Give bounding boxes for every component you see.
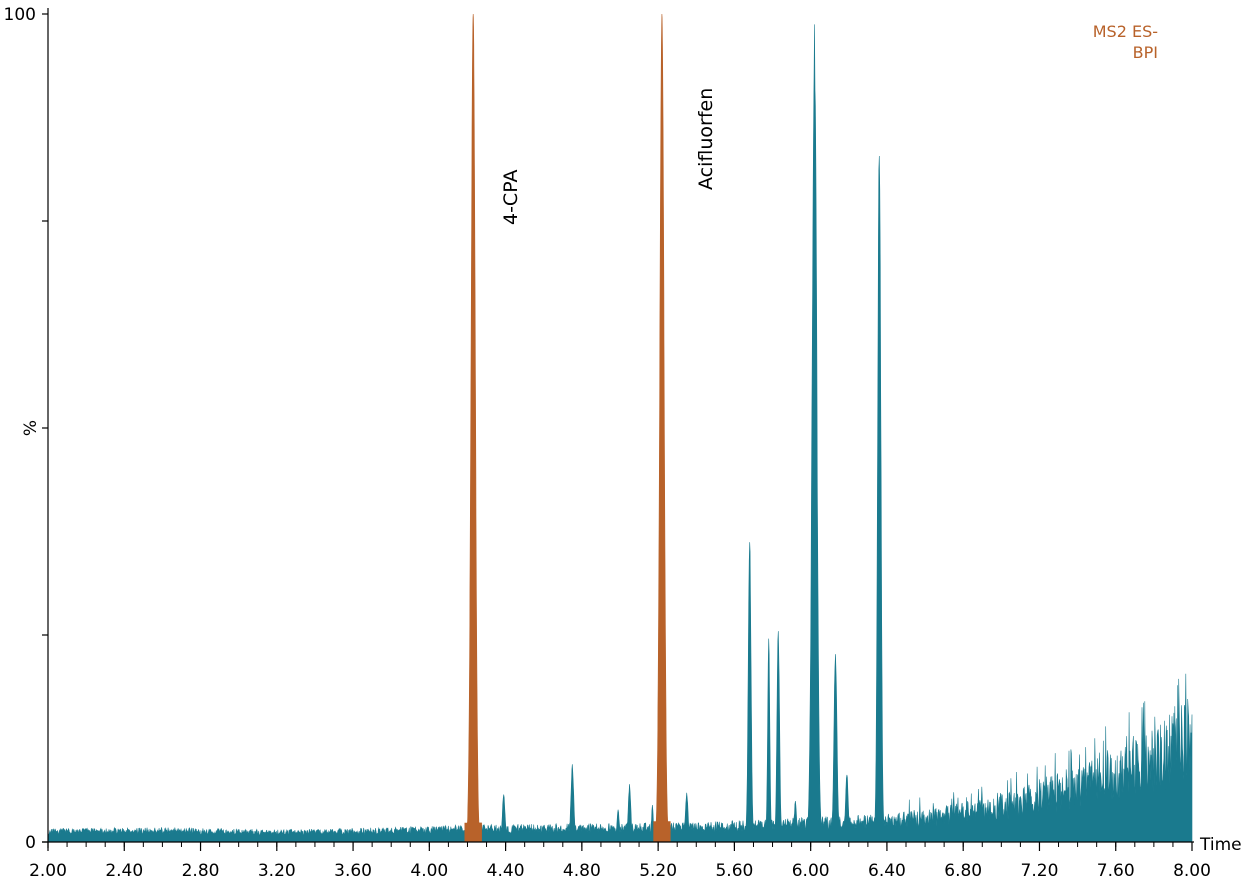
x-tick-label: 6.80	[944, 861, 982, 880]
x-tick-label: 7.60	[1097, 861, 1135, 880]
highlight-peak-acifluorfen	[653, 13, 671, 843]
y-tick-label: 100	[4, 5, 36, 25]
x-tick-label: 5.20	[639, 861, 677, 880]
peak-label-4-cpa: 4-CPA	[500, 170, 522, 225]
x-axis-label: Time	[1199, 835, 1242, 855]
trace-label-line: BPI	[1133, 43, 1158, 62]
x-tick-label: 7.20	[1021, 861, 1059, 880]
x-tick-label: 4.40	[487, 861, 525, 880]
axis-layer: 2.00 2.40 2.80 3.20 3.60 4.00 4.40 4.80 5.20 5.60…	[4, 5, 1242, 881]
trace-label-line: MS2 ES-	[1093, 22, 1158, 41]
x-tick-label: 8.00	[1173, 861, 1211, 880]
highlight-peak-4-cpa	[464, 13, 482, 843]
y-axis-label: %	[21, 420, 41, 436]
plot-layer	[47, 13, 1193, 843]
x-tick-label: 6.00	[792, 861, 830, 880]
x-tick-label: 4.00	[410, 861, 448, 880]
label-layer: 4-CPA Acifluorfen MS2 ES- BPI	[500, 22, 1158, 225]
trace-area	[47, 24, 1193, 843]
x-tick-label: 5.60	[715, 861, 753, 880]
x-tick-label: 6.40	[868, 861, 906, 880]
y-tick-label: 0	[25, 833, 36, 853]
x-tick-label: 2.80	[182, 861, 220, 880]
x-tick-label: 2.00	[29, 861, 67, 880]
x-tick-label: 3.60	[334, 861, 372, 880]
peak-label-acifluorfen: Acifluorfen	[695, 88, 717, 190]
x-tick-label: 4.80	[563, 861, 601, 880]
x-tick-label: 3.20	[258, 861, 296, 880]
x-tick-label: 2.40	[105, 861, 143, 880]
